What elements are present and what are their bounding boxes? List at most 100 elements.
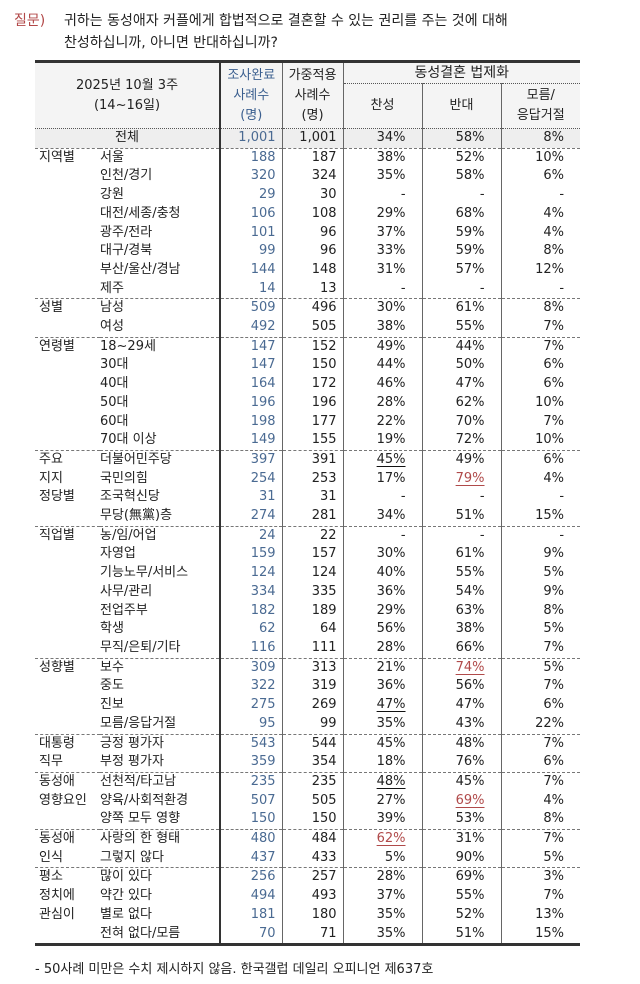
dk-pct: 6% xyxy=(500,696,581,715)
group-label xyxy=(35,696,100,715)
table-row: 주요 더불어민주당 397 391 45% 49% 6% xyxy=(35,449,581,470)
oppose-pct: 63% xyxy=(421,601,502,621)
dk-pct: 15% xyxy=(500,507,581,527)
table-row: 사무/관리 334 335 36% 54% 9% xyxy=(35,582,581,602)
dk-pct: 4% xyxy=(500,469,581,489)
weighted-count: 13 xyxy=(281,279,344,299)
favor-pct: 37% xyxy=(342,223,423,243)
oppose-pct: 53% xyxy=(421,810,502,830)
favor-pct: 19% xyxy=(342,431,423,451)
table-row: 연령별 18~29세 147 152 49% 44% 7% xyxy=(35,336,581,357)
dk-pct: 7% xyxy=(500,733,581,754)
row-label: 제주 xyxy=(100,280,124,296)
weighted-count: 30 xyxy=(281,186,344,205)
table-row: 대구/경북 99 96 33% 59% 8% xyxy=(35,242,581,261)
row-label: 조국혁신당 xyxy=(100,489,160,505)
weighted-count-header: 가중적용 사례수 (명) xyxy=(281,60,344,129)
favor-pct: 38% xyxy=(342,147,423,168)
oppose-pct: 61% xyxy=(421,298,502,319)
table-row: 정치에 약간 있다 494 493 37% 55% 7% xyxy=(35,887,581,906)
sample-count: 274 xyxy=(219,507,283,527)
group-label: 직무 xyxy=(39,754,63,770)
group-label: 인식 xyxy=(39,849,63,865)
weighted-count: 152 xyxy=(281,336,344,357)
row-label: 60대 xyxy=(100,413,129,429)
group-label: 대통령 xyxy=(35,733,100,754)
sample-count-header-line: 사례수 xyxy=(233,87,270,103)
group-label xyxy=(35,242,100,261)
row-label: 전업주부 xyxy=(100,602,148,618)
weighted-count: 505 xyxy=(281,791,344,811)
weighted-count: 281 xyxy=(281,507,344,527)
weighted-count: 391 xyxy=(281,449,344,470)
group-label: 관심이 xyxy=(39,906,75,922)
sample-count: 116 xyxy=(219,638,283,659)
table-row: 대전/세종/충청 106 108 29% 68% 4% xyxy=(35,204,581,224)
favor-pct: - xyxy=(342,186,423,205)
weighted-count: 433 xyxy=(281,848,344,868)
table-row: 진보 275 269 47% 47% 6% xyxy=(35,696,581,715)
period-line-1: 2025년 10월 3주 xyxy=(75,77,179,93)
weighted-count: 319 xyxy=(281,677,344,697)
favor-pct: 35% xyxy=(342,905,423,925)
sample-count: 397 xyxy=(219,449,283,470)
sample-count: 124 xyxy=(219,564,283,583)
dk-pct: 8% xyxy=(500,810,581,830)
sample-count: 1,001 xyxy=(219,128,283,149)
weighted-count: 64 xyxy=(281,620,344,639)
group-label xyxy=(35,167,100,186)
oppose-pct: 55% xyxy=(421,887,502,906)
oppose-pct: 66% xyxy=(421,638,502,659)
table-row: 자영업 159 157 30% 61% 9% xyxy=(35,545,581,565)
oppose-pct-highlight: 69% xyxy=(455,792,485,808)
weighted-count: 324 xyxy=(281,167,344,187)
table-row: 여성 492 505 38% 55% 7% xyxy=(35,318,581,338)
weighted-count: 189 xyxy=(281,601,344,621)
row-label: 긍정 평가자 xyxy=(100,733,221,754)
weighted-count: 257 xyxy=(281,867,344,888)
weighted-count: 196 xyxy=(281,393,344,413)
group-label xyxy=(35,715,100,734)
sample-count: 254 xyxy=(219,469,283,489)
group-label xyxy=(35,280,100,299)
weighted-count: 177 xyxy=(281,412,344,432)
sample-count-header-line: 조사완료 xyxy=(227,67,276,83)
favor-pct: 30% xyxy=(342,298,423,319)
table-body: 전체 1,001 1,001 34% 58% 8% 지역별 서울 188 187 38%… xyxy=(35,128,581,947)
group-label: 동성애 xyxy=(35,829,100,849)
weighted-count-header-line: (명) xyxy=(301,107,324,123)
row-label: 더불어민주당 xyxy=(100,449,221,470)
oppose-pct: - xyxy=(421,279,502,299)
favor-pct: 34% xyxy=(342,128,423,149)
question-line-2: 찬성하십니까, 아니면 반대하십니까? xyxy=(64,35,278,51)
table-row: 학생 62 64 56% 38% 5% xyxy=(35,620,581,639)
weighted-count: 96 xyxy=(281,223,344,243)
sample-count: 437 xyxy=(219,848,283,868)
dk-pct: 4% xyxy=(500,204,581,224)
weighted-count: 22 xyxy=(281,525,344,546)
row-label: 대구/경북 xyxy=(100,243,153,259)
row-label: 그렇지 않다 xyxy=(100,849,164,865)
oppose-pct: 51% xyxy=(421,507,502,527)
sample-count: 275 xyxy=(219,696,283,715)
dk-pct: 10% xyxy=(500,393,581,413)
oppose-pct: 68% xyxy=(421,204,502,224)
table-row: 광주/전라 101 96 37% 59% 4% xyxy=(35,223,581,243)
row-label: 전체 xyxy=(35,128,221,149)
sample-count: 320 xyxy=(219,167,283,187)
favor-pct: 21% xyxy=(342,657,423,678)
table-row: 인천/경기 320 324 35% 58% 6% xyxy=(35,167,581,187)
oppose-pct: 58% xyxy=(421,167,502,187)
dk-pct: - xyxy=(500,488,581,508)
period-header: 2025년 10월 3주 (14~16일) xyxy=(35,60,221,129)
group-label xyxy=(35,545,100,564)
dk-pct: 4% xyxy=(500,223,581,243)
group-label xyxy=(35,205,100,224)
sample-count: 188 xyxy=(219,147,283,168)
sample-count: 147 xyxy=(219,356,283,376)
oppose-pct: 74% xyxy=(421,657,502,678)
oppose-pct: 48% xyxy=(421,733,502,754)
group-label xyxy=(35,318,100,337)
favor-pct: 47% xyxy=(342,696,423,715)
oppose-pct: 51% xyxy=(421,924,502,947)
